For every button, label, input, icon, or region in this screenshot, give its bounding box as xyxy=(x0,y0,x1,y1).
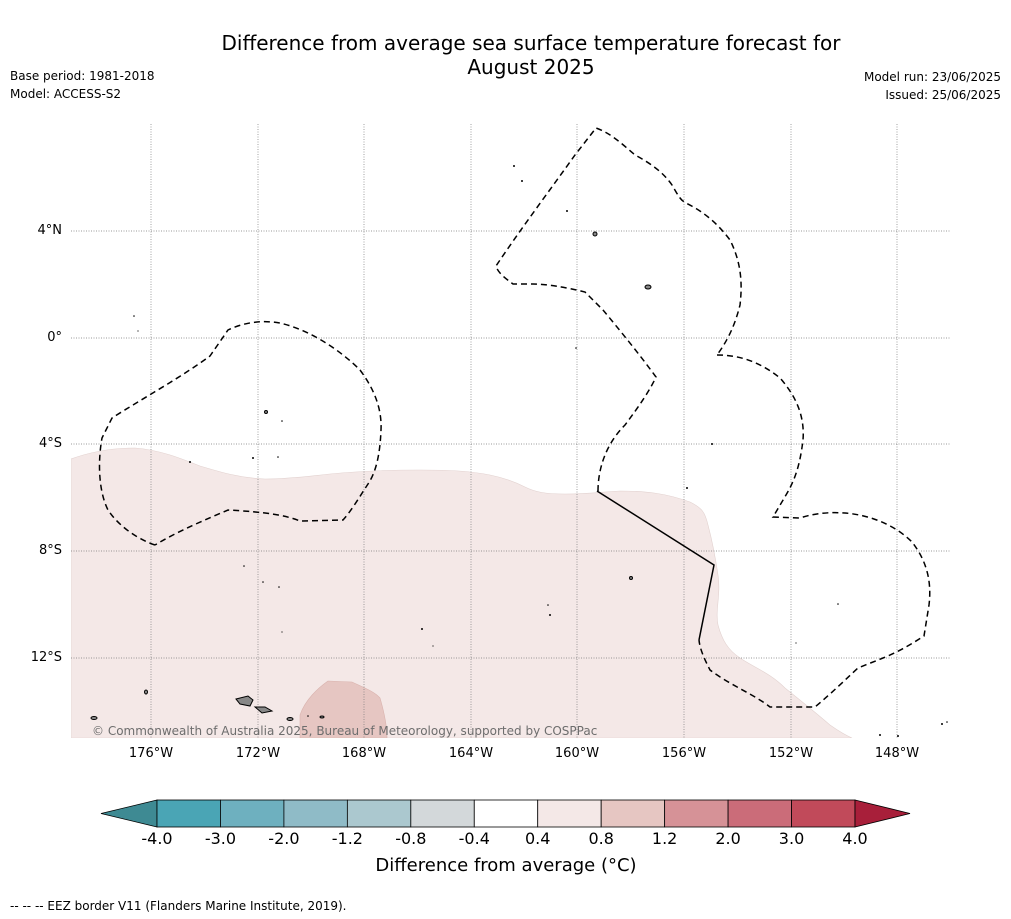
colorbar-tick-label: 1.2 xyxy=(651,829,678,848)
run-info: Model run: 23/06/2025 Issued: 25/06/2025 xyxy=(864,68,1001,104)
issued-date: Issued: 25/06/2025 xyxy=(885,88,1001,102)
colorbar-tick-label: -0.4 xyxy=(458,829,490,848)
island-atoll-2 xyxy=(644,284,652,290)
lon-label-160w: 160°W xyxy=(554,746,600,761)
colorbar-segment xyxy=(664,799,729,828)
island-atoll-5 xyxy=(144,689,148,695)
island-atoll-1 xyxy=(592,231,598,237)
colorbar-tick-label: 4.0 xyxy=(842,829,868,848)
model-info: Base period: 1981-2018 Model: ACCESS-S2 xyxy=(10,67,155,103)
colorbar-tick-label: -0.8 xyxy=(395,829,427,848)
anomaly-region-medium xyxy=(299,680,388,738)
small-islets xyxy=(133,165,948,737)
title-line-2: August 2025 xyxy=(467,55,595,79)
eez-border-kiribati-line-north xyxy=(495,127,742,492)
islands xyxy=(90,231,652,721)
lat-label-12s: 12°S xyxy=(30,650,62,665)
lon-label-172w: 172°W xyxy=(235,746,281,761)
model-run: Model run: 23/06/2025 xyxy=(863,70,1001,84)
colorbar-segment xyxy=(410,799,475,828)
colorbar-tick-label: 2.0 xyxy=(715,829,741,848)
colorbar-tick-label: -1.2 xyxy=(331,829,363,848)
anomaly-region-light xyxy=(71,447,853,738)
colorbar-segment xyxy=(473,799,539,828)
copyright-notice: © Commonwealth of Australia 2025, Bureau… xyxy=(92,724,598,738)
colorbar-tick-label: 0.4 xyxy=(524,829,551,848)
island-atoll-3 xyxy=(264,410,268,414)
colorbar-extend-low xyxy=(100,799,158,828)
colorbar-tick-label: -2.0 xyxy=(268,829,300,848)
colorbar-segment xyxy=(600,799,666,828)
lon-label-176w: 176°W xyxy=(128,746,174,761)
lat-label-8s: 8°S xyxy=(38,543,62,558)
colorbar-segment xyxy=(727,799,792,828)
colorbar-tick-label: -3.0 xyxy=(204,829,237,848)
lon-label-148w: 148°W xyxy=(874,746,920,761)
eez-legend-note: -- -- -- EEZ border V11 (Flanders Marine… xyxy=(10,899,347,913)
colorbar-label: Difference from average (°C) xyxy=(375,855,637,876)
eez-border-solid xyxy=(596,490,715,641)
colorbar-segment xyxy=(283,799,348,828)
island-atoll-8 xyxy=(319,715,325,719)
lon-label-156w: 156°W xyxy=(661,746,707,761)
colorbar-segment xyxy=(156,799,221,828)
island-atoll-6 xyxy=(90,716,98,720)
island-atoll-7 xyxy=(286,717,294,721)
eez-borders xyxy=(98,127,931,708)
island-atoll-4 xyxy=(629,576,633,580)
lat-label-0: 0° xyxy=(47,330,62,345)
title-line-1: Difference from average sea surface temp… xyxy=(221,31,841,55)
colorbar-segment xyxy=(537,799,602,828)
lon-label-164w: 164°W xyxy=(448,746,494,761)
colorbar xyxy=(100,799,911,828)
graticule xyxy=(71,124,950,738)
lat-label-4n: 4°N xyxy=(37,223,63,238)
colorbar-tick-label: 3.0 xyxy=(778,829,805,848)
colorbar-tick-label: -4.0 xyxy=(141,829,173,848)
lon-label-152w: 152°W xyxy=(768,746,814,761)
colorbar-tick-label: 0.8 xyxy=(588,829,614,848)
colorbar-segment xyxy=(791,799,856,828)
model-name: Model: ACCESS-S2 xyxy=(10,87,122,101)
base-period: Base period: 1981-2018 xyxy=(10,69,155,83)
colorbar-segment xyxy=(220,799,285,828)
lon-label-168w: 168°W xyxy=(341,746,387,761)
island-savaii xyxy=(235,695,254,707)
eez-border-tokelau xyxy=(98,320,382,546)
lat-label-4s: 4°S xyxy=(38,436,62,451)
island-upolu xyxy=(253,706,274,714)
eez-border-kiribati-line-south xyxy=(698,354,931,708)
map-area xyxy=(71,124,950,738)
colorbar-extend-high xyxy=(854,799,911,828)
colorbar-segment xyxy=(346,799,412,828)
